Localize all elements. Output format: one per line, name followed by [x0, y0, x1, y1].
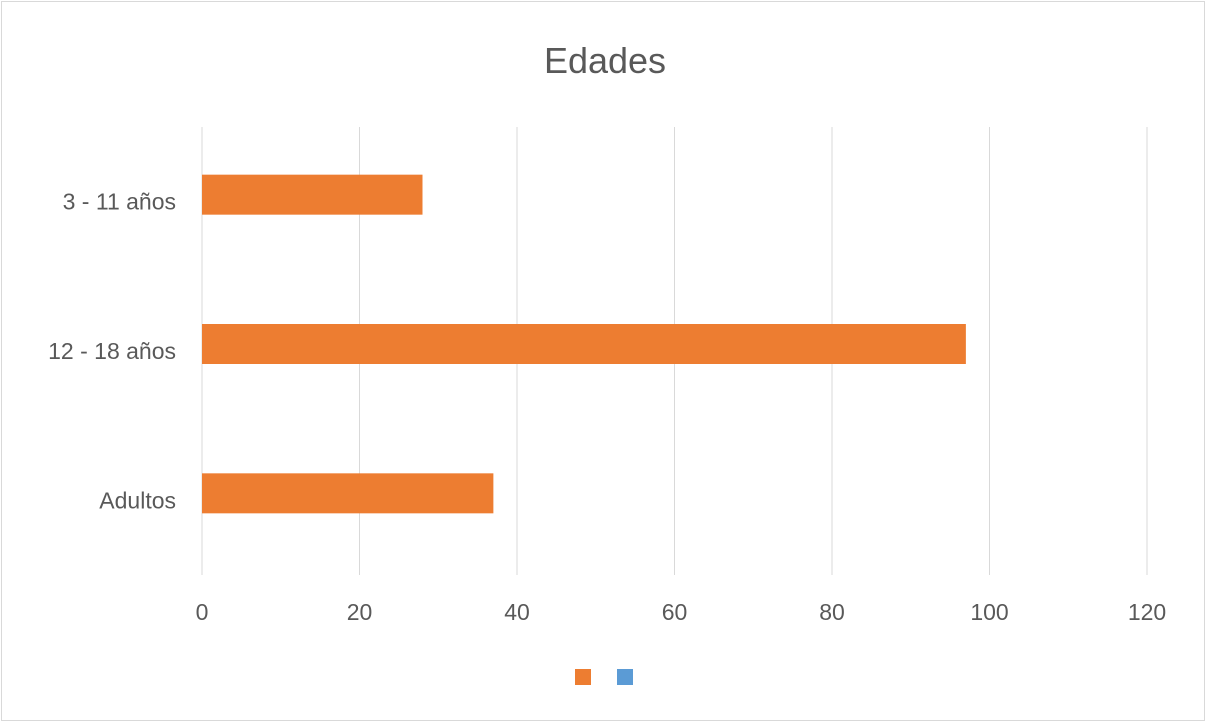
chart-title: Edades — [544, 40, 666, 81]
x-tick-label-80: 80 — [819, 599, 845, 625]
x-axis-tick-labels: 0 20 40 60 80 100 120 — [196, 599, 1167, 625]
legend-swatch-1 — [617, 669, 633, 685]
bars — [202, 174, 966, 514]
bar-0-series-0 — [202, 174, 423, 215]
category-labels: 3 - 11 años 12 - 18 años Adultos — [48, 189, 176, 514]
x-tick-label-0: 0 — [196, 599, 209, 625]
legend — [575, 669, 633, 685]
category-label-2: Adultos — [99, 487, 176, 513]
legend-swatch-0 — [575, 669, 591, 685]
category-label-0: 3 - 11 años — [63, 189, 176, 215]
bar-1-series-0 — [202, 324, 966, 364]
x-tick-label-120: 120 — [1128, 599, 1166, 625]
x-tick-label-20: 20 — [347, 599, 373, 625]
category-label-1: 12 - 18 años — [48, 338, 176, 364]
x-tick-label-100: 100 — [970, 599, 1008, 625]
bar-2-series-0 — [202, 473, 494, 514]
x-tick-label-60: 60 — [662, 599, 688, 625]
x-tick-label-40: 40 — [504, 599, 530, 625]
